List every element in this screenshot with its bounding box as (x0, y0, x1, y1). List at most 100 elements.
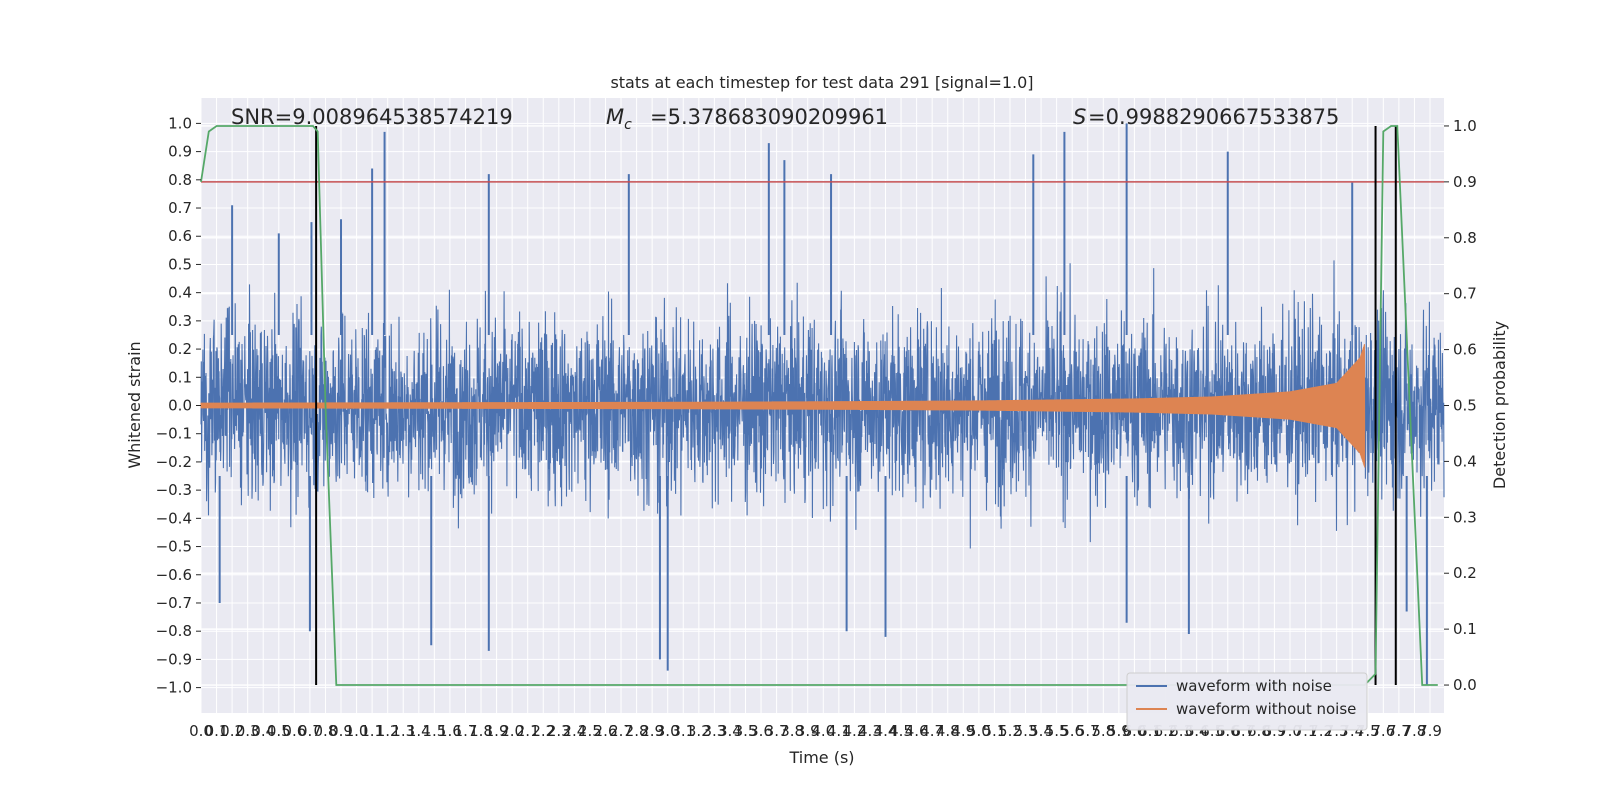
legend: waveform with noise waveform without noi… (1126, 672, 1368, 731)
x-tick-label: 4.5 (889, 722, 913, 740)
chart-title: stats at each timestep for test data 291… (610, 73, 1033, 92)
y-tick-label-left: 0.3 (168, 312, 192, 330)
y-tick-label-left: 0.5 (168, 255, 192, 273)
x-tick-label: 3.1 (671, 722, 695, 740)
x-tick-label: 0.5 (267, 722, 291, 740)
x-tick-label: 0.7 (298, 722, 322, 740)
x-tick-label: 5.3 (1014, 722, 1038, 740)
y-tick-label-right: 0.8 (1453, 229, 1477, 247)
svg-text:S: S (1073, 105, 1086, 129)
y-tick-label-right: 0.0 (1453, 676, 1477, 694)
y-tick-label-left: −0.3 (156, 481, 192, 499)
y-tick-label-left: 0.9 (168, 143, 192, 161)
y-tick-label-left: −0.4 (156, 509, 192, 527)
y-tick-label-left: −0.7 (156, 594, 192, 612)
x-tick-label: 2.3 (547, 722, 571, 740)
y-tick-label-right: 0.6 (1453, 341, 1477, 359)
x-tick-label: 0.3 (236, 722, 260, 740)
x-tick-label: 5.0 (967, 722, 991, 740)
y-tick-label-right: 1.0 (1453, 117, 1477, 135)
y-tick-label-right: 0.7 (1453, 285, 1477, 303)
x-tick-label: 0.2 (220, 722, 244, 740)
y-tick-label-left: 0.8 (168, 171, 192, 189)
legend-label-clean: waveform without noise (1176, 700, 1356, 718)
x-tick-label: 1.1 (360, 722, 384, 740)
overlay (200, 125, 1444, 686)
detection-probability-line (200, 125, 1438, 686)
x-tick-label: 3.8 (780, 722, 804, 740)
x-tick-label: 5.1 (982, 722, 1006, 740)
x-tick-label: 2.1 (516, 722, 540, 740)
x-tick-label: 0.6 (282, 722, 306, 740)
x-tick-label: 3.3 (702, 722, 726, 740)
x-tick-label: 5.7 (1076, 722, 1100, 740)
x-tick-label: 1.5 (422, 722, 446, 740)
x-tick-label: 4.7 (920, 722, 944, 740)
x-tick-label: 2.9 (640, 722, 664, 740)
x-tick-label: 2.2 (531, 722, 555, 740)
y-tick-label-left: −0.9 (156, 650, 192, 668)
x-tick-label: 4.2 (842, 722, 866, 740)
y-tick-label-left: 0.7 (168, 199, 192, 217)
annotation-snr: SNR=9.008964538574219 (231, 105, 513, 129)
clean-trace (200, 344, 1366, 468)
y-tick-label-right: 0.2 (1453, 564, 1477, 582)
y-tick-label-right: 0.9 (1453, 173, 1477, 191)
y-tick-label-left: −1.0 (156, 679, 192, 697)
x-tick-label: 7.6 (1371, 722, 1395, 740)
x-tick-label: 7.9 (1418, 722, 1442, 740)
y-tick-label-left: 0.6 (168, 227, 192, 245)
x-tick-label: 0.4 (251, 722, 275, 740)
x-tick-label: 2.7 (609, 722, 633, 740)
x-tick-label: 1.3 (391, 722, 415, 740)
y-tick-label-right: 0.5 (1453, 397, 1477, 415)
svg-text:=0.9988290667533875: =0.9988290667533875 (1088, 105, 1339, 129)
x-tick-label: 5.6 (1060, 722, 1084, 740)
legend-box (1126, 672, 1368, 731)
y-tick-label-left: −0.8 (156, 622, 192, 640)
x-tick-label: 0.9 (329, 722, 353, 740)
x-tick-label: 1.8 (469, 722, 493, 740)
y-tick-label-left: 0.2 (168, 340, 192, 358)
y-tick-label-left: −0.2 (156, 453, 192, 471)
x-tick-label: 2.4 (562, 722, 586, 740)
y-axis-label-right: Detection probability (1490, 321, 1509, 489)
x-tick-label: 2.0 (500, 722, 524, 740)
y-tick-label-left: −0.1 (156, 425, 192, 443)
x-tick-label: 2.5 (578, 722, 602, 740)
annotation-chirp-mass: Mc =5.378683090209961 (606, 105, 888, 133)
y-tick-label-left: 1.0 (168, 114, 192, 132)
x-tick-label: 4.3 (858, 722, 882, 740)
y-tick-label-left: −0.5 (156, 538, 192, 556)
x-tick-label: 5.5 (1045, 722, 1069, 740)
x-tick-label: 3.5 (734, 722, 758, 740)
x-tick-label: 1.4 (407, 722, 431, 740)
y-tick-label-right: 0.3 (1453, 508, 1477, 526)
x-tick-label: 5.9 (1107, 722, 1131, 740)
svg-text:=5.378683090209961: =5.378683090209961 (650, 105, 888, 129)
x-tick-label: 1.7 (454, 722, 478, 740)
legend-label-noise: waveform with noise (1176, 677, 1332, 695)
x-tick-label: 3.9 (796, 722, 820, 740)
series-waveform-without-noise (200, 344, 1366, 468)
x-tick-label: 1.2 (376, 722, 400, 740)
x-tick-label: 3.0 (656, 722, 680, 740)
y-tick-label-left: 0.4 (168, 284, 192, 302)
x-tick-label: 5.2 (998, 722, 1022, 740)
y-tick-label-right: 0.4 (1453, 452, 1477, 470)
y-tick-label-right: 0.1 (1453, 620, 1477, 638)
x-tick-label: 0.8 (314, 722, 338, 740)
x-tick-label: 2.6 (594, 722, 618, 740)
x-tick-label: 0.1 (205, 722, 229, 740)
x-tick-label: 3.4 (718, 722, 742, 740)
x-tick-label: 7.7 (1387, 722, 1411, 740)
x-tick-label: 4.4 (874, 722, 898, 740)
y-tick-label-left: 0.0 (168, 397, 192, 415)
x-tick-label: 0.0 (189, 722, 213, 740)
x-tick-label: 4.8 (936, 722, 960, 740)
x-tick-label: 2.8 (625, 722, 649, 740)
x-tick-label: 4.1 (827, 722, 851, 740)
ticks: 0.00.10.20.30.40.50.60.70.80.91.01.11.21… (156, 114, 1477, 740)
series-waveform-with-noise (200, 123, 1445, 685)
